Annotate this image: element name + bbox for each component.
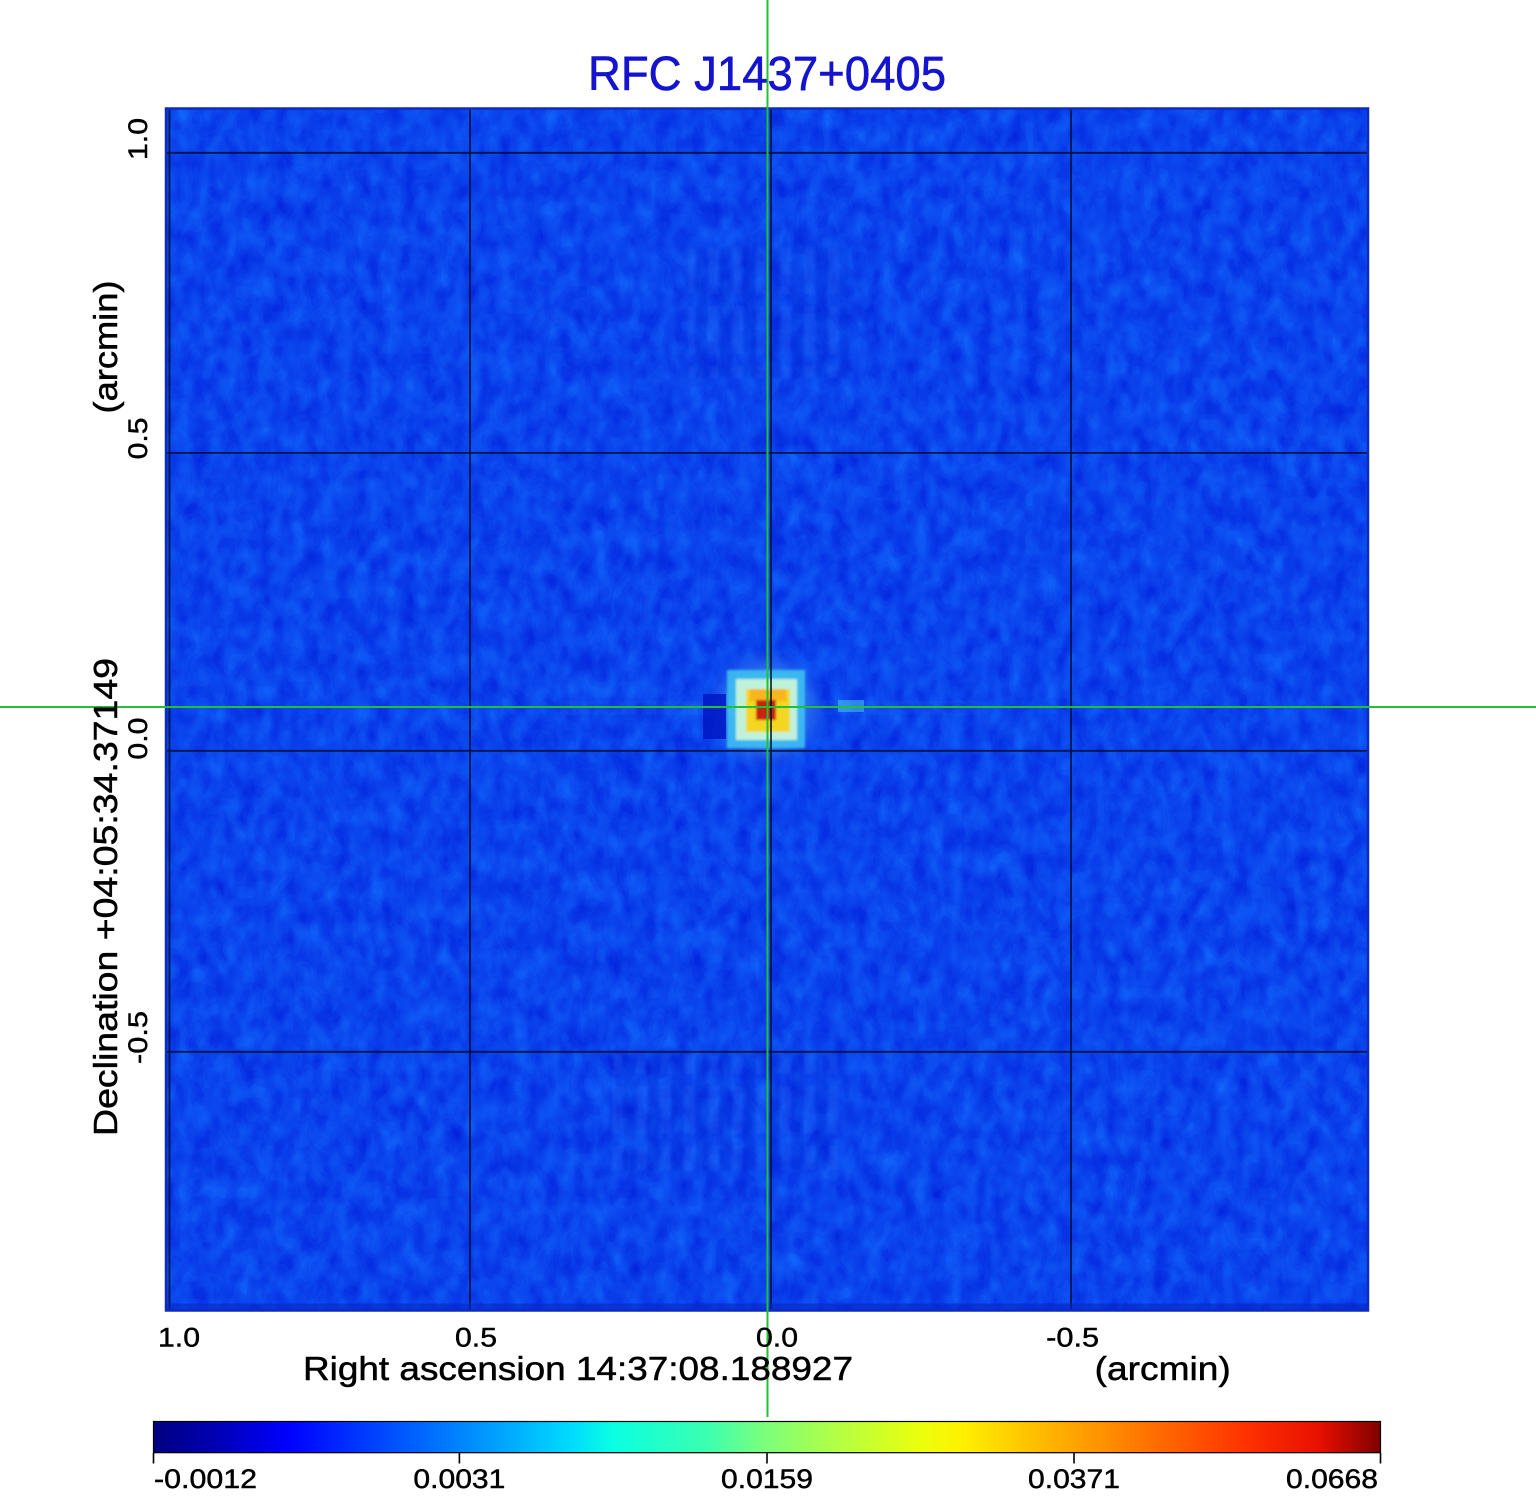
svg-text:RFC J1437+0405: RFC J1437+0405 [588, 48, 946, 101]
svg-text:0.0371: 0.0371 [1028, 1464, 1120, 1494]
svg-text:Right ascension 14:37:08.1889: Right ascension 14:37:08.188927 [303, 1350, 853, 1387]
svg-text:-0.5: -0.5 [1046, 1323, 1099, 1353]
svg-text:Declination +04:05:34.37149: Declination +04:05:34.37149 [87, 658, 124, 1136]
svg-text:1.0: 1.0 [158, 1323, 200, 1353]
svg-text:0.5: 0.5 [123, 417, 153, 459]
svg-text:0.0159: 0.0159 [721, 1464, 813, 1494]
svg-text:(arcmin): (arcmin) [1095, 1350, 1231, 1387]
svg-text:0.0668: 0.0668 [1286, 1464, 1378, 1494]
svg-text:0.5: 0.5 [455, 1323, 497, 1353]
svg-text:(arcmin): (arcmin) [87, 281, 124, 414]
svg-text:0.0: 0.0 [756, 1323, 798, 1353]
svg-text:-0.0012: -0.0012 [154, 1464, 257, 1494]
svg-text:0.0: 0.0 [123, 718, 153, 760]
svg-text:-0.5: -0.5 [123, 1011, 153, 1064]
svg-text:1.0: 1.0 [123, 118, 153, 160]
svg-text:0.0031: 0.0031 [413, 1464, 505, 1494]
